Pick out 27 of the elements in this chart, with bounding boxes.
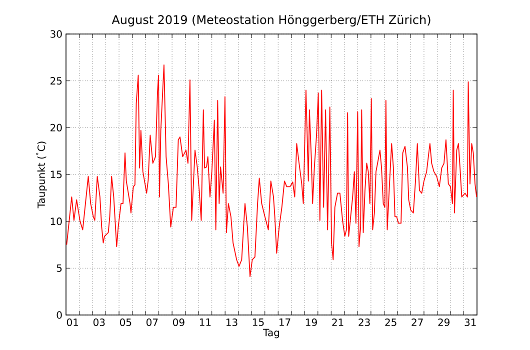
- x-tick-label: 25: [385, 318, 396, 326]
- x-tick-label: 11: [200, 318, 211, 326]
- x-tick-label: 13: [226, 318, 238, 326]
- x-tick-label: 09: [173, 318, 184, 326]
- y-tick-label: 0: [56, 311, 62, 319]
- y-tick-label: 10: [50, 218, 62, 226]
- x-tick-label: 31: [464, 318, 476, 326]
- y-tick-label: 5: [56, 264, 62, 272]
- chart-title: August 2019 (Meteostation Hönggerberg/ETH Zürich): [112, 14, 430, 26]
- x-tick-label: 03: [93, 318, 105, 326]
- y-axis-title: Taupunkt ($^{°}$C): [36, 142, 47, 208]
- x-tick-label: 17: [280, 318, 290, 326]
- y-tick-label: 20: [50, 124, 62, 132]
- x-tick-label: 19: [306, 318, 317, 326]
- x-tick-label: 21: [332, 318, 344, 326]
- x-tick-label: 23: [358, 318, 370, 326]
- y-tick-label: 30: [50, 30, 62, 38]
- y-tick-label: 25: [50, 77, 62, 85]
- y-tick-label: 15: [50, 170, 62, 178]
- x-tick-label: 27: [412, 318, 423, 326]
- x-tick-label: 29: [438, 318, 450, 326]
- x-tick-label: 07: [146, 318, 158, 326]
- line-series: [66, 64, 477, 278]
- x-tick-label: 05: [120, 318, 132, 326]
- x-axis-title: Tag: [263, 328, 280, 338]
- x-tick-label: 01: [66, 318, 78, 326]
- x-tick-label: 15: [253, 318, 264, 326]
